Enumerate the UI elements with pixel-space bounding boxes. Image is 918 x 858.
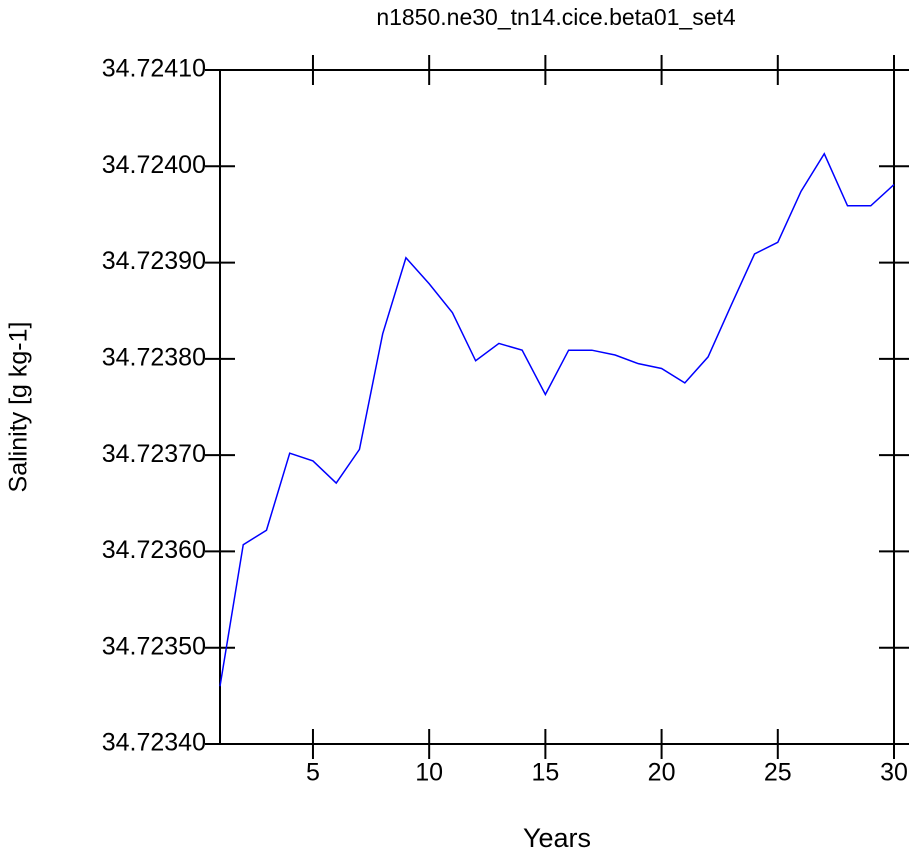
plot-frame [219, 69, 895, 745]
y-tick-label: 34.72370 [102, 440, 206, 468]
y-tick-label: 34.72360 [102, 536, 206, 564]
y-tick-label: 34.72380 [102, 343, 206, 371]
y-axis-label: Salinity [g kg-1] [5, 322, 33, 493]
x-tick-label: 20 [648, 759, 676, 787]
x-axis-label: Years [523, 823, 591, 853]
chart-title: n1850.ne30_tn14.cice.beta01_set4 [376, 4, 736, 30]
y-tick-label: 34.72390 [102, 247, 206, 275]
x-tick-label: 10 [415, 759, 443, 787]
x-tick-label: 15 [531, 759, 559, 787]
x-tick-label: 30 [880, 759, 908, 787]
y-tick-label: 34.72350 [102, 632, 206, 660]
x-tick-label: 25 [764, 759, 792, 787]
y-tick-label: 34.72410 [102, 55, 206, 83]
data-line [219, 152, 895, 687]
x-tick-label: 5 [306, 759, 320, 787]
y-tick-label: 34.72400 [102, 151, 206, 179]
y-tick-label: 34.72340 [102, 729, 206, 757]
